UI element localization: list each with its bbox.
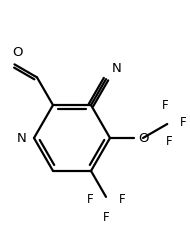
- Text: F: F: [180, 115, 187, 128]
- Text: F: F: [103, 211, 109, 224]
- Text: F: F: [119, 193, 126, 206]
- Text: O: O: [12, 46, 23, 59]
- Text: O: O: [138, 131, 149, 144]
- Text: F: F: [86, 193, 93, 206]
- Text: N: N: [17, 131, 27, 144]
- Text: N: N: [112, 62, 122, 75]
- Text: F: F: [166, 135, 173, 148]
- Text: F: F: [162, 99, 169, 112]
